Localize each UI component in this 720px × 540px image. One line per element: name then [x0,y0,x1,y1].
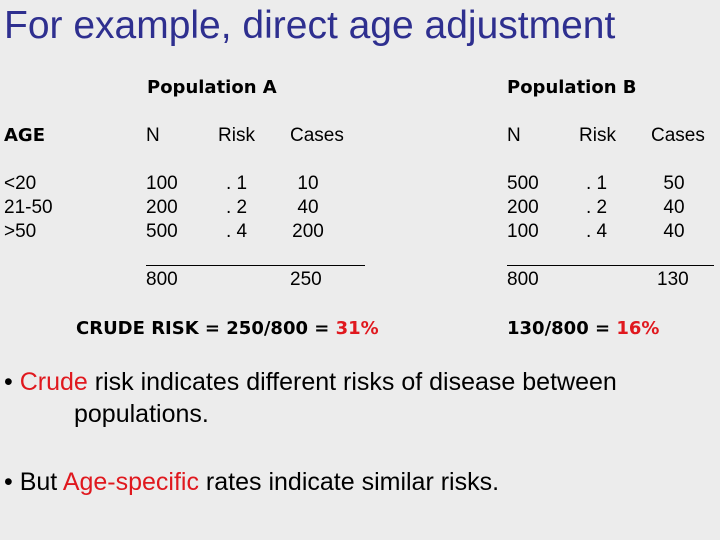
crude-risk-b-value: 16% [616,318,660,339]
a-risk-column-header: Risk [218,125,255,146]
a-cases-cell: 40 [297,197,319,218]
a-n-column-header: N [146,125,160,146]
bullet-lead: But [19,468,63,496]
b-cases-column-header: Cases [651,125,705,146]
bullet-mark: • [4,368,13,396]
highlight-crude: Crude [19,368,88,396]
a-risk-cell: . 1 [226,173,248,194]
b-risk-cell: . 4 [586,221,608,242]
a-risk-cell: . 2 [226,197,248,218]
a-risk-cell: . 4 [226,221,248,242]
bullet-crude-risk: • Crude risk indicates different risks o… [4,366,617,398]
a-total-n: 800 [146,269,178,290]
a-cases-column-header: Cases [290,125,344,146]
b-cases-cell: 40 [663,221,685,242]
b-risk-cell: . 2 [586,197,608,218]
population-b-total-rule [507,265,714,266]
age-cell: >50 [4,221,37,242]
b-risk-column-header: Risk [579,125,616,146]
population-b-header: Population B [507,77,637,98]
crude-risk-b: 130/800 = 16% [507,318,659,339]
b-cases-cell: 40 [663,197,685,218]
a-n-cell: 100 [146,173,178,194]
a-total-cases: 250 [290,269,322,290]
a-n-cell: 200 [146,197,178,218]
b-risk-cell: . 1 [586,173,608,194]
bullet-text: rates indicate similar risks. [198,468,500,496]
slide-title: For example, direct age adjustment [4,4,616,47]
age-cell: <20 [4,173,37,194]
crude-risk-b-formula: 130/800 = [507,318,617,339]
bullet-crude-risk-continued: populations. [74,400,209,428]
bullet-text: risk indicates different risks of diseas… [87,368,617,396]
b-n-cell: 100 [507,221,539,242]
crude-risk-a-value: 31% [335,318,379,339]
highlight-age-specific: Age-specific [62,468,199,496]
population-a-header: Population A [147,77,277,98]
b-n-column-header: N [507,125,521,146]
age-column-header: AGE [4,125,46,146]
crude-risk-a: CRUDE RISK = 250/800 = 31% [76,318,379,339]
bullet-age-specific: • But Age-specific rates indicate simila… [4,466,499,498]
b-total-n: 800 [507,269,539,290]
a-n-cell: 500 [146,221,178,242]
a-cases-cell: 200 [292,221,324,242]
b-cases-cell: 50 [663,173,685,194]
b-n-cell: 500 [507,173,539,194]
b-total-cases: 130 [657,269,689,290]
bullet-mark: • [4,468,13,496]
b-n-cell: 200 [507,197,539,218]
crude-risk-a-formula: CRUDE RISK = 250/800 = [76,318,336,339]
a-cases-cell: 10 [297,173,319,194]
population-a-total-rule [146,265,365,266]
age-cell: 21-50 [4,197,53,218]
